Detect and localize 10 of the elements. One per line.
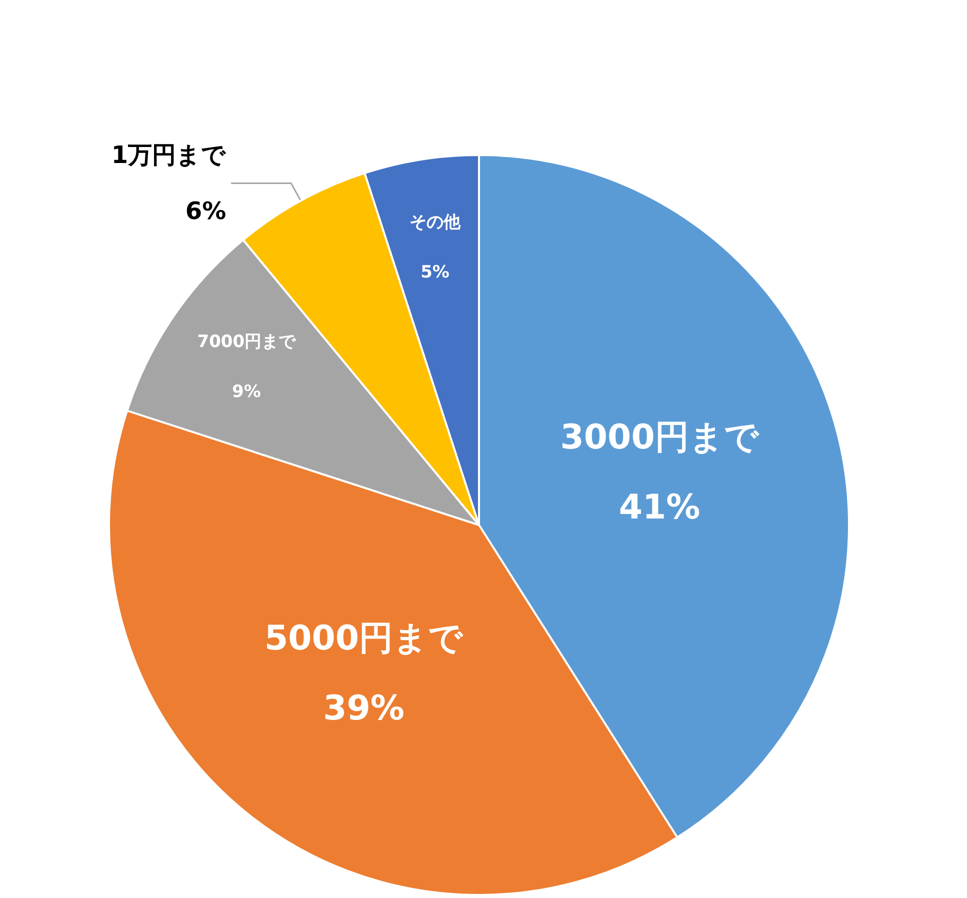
data-label: 39% (323, 688, 404, 729)
data-label: 5% (420, 262, 450, 282)
slice-label: その他 (410, 212, 462, 232)
slice-label: 3000円まで (560, 418, 760, 458)
slice-label: 7000円まで (197, 332, 297, 352)
data-label: 41% (618, 488, 700, 528)
slice-label: 1万円まで (111, 141, 228, 170)
data-label: 9% (232, 382, 261, 402)
data-label: 6% (185, 197, 226, 226)
slice-label: 5000円まで (264, 618, 464, 659)
